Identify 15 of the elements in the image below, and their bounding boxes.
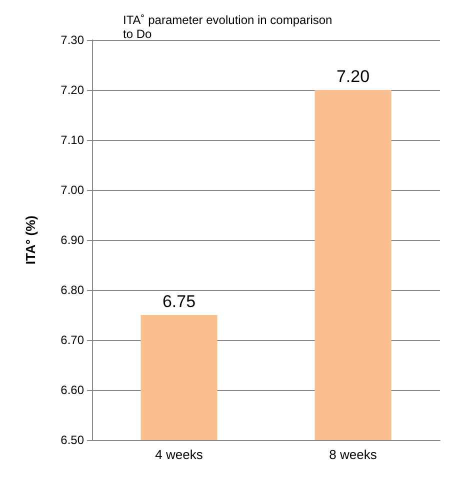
y-tick-label: 6.50 bbox=[60, 433, 84, 447]
y-tick-label: 7.30 bbox=[60, 33, 84, 47]
y-axis-title: ITA° (%) bbox=[23, 215, 38, 265]
y-tick-label: 6.60 bbox=[60, 383, 84, 397]
y-tick-label: 6.90 bbox=[60, 233, 84, 247]
y-tick-label: 6.70 bbox=[60, 333, 84, 347]
y-tick-label: 7.00 bbox=[60, 183, 84, 197]
x-tick-label: 4 weeks bbox=[155, 447, 204, 462]
y-tick-label: 6.80 bbox=[60, 283, 84, 297]
data-label: 7.20 bbox=[336, 67, 370, 86]
x-tick-label: 8 weeks bbox=[329, 447, 378, 462]
y-tick-label: 7.20 bbox=[60, 83, 84, 97]
chart-title: ITA˚ parameter evolution in comparison to Do bbox=[123, 13, 336, 41]
data-label: 6.75 bbox=[162, 292, 196, 311]
y-tick-label: 7.10 bbox=[60, 133, 84, 147]
